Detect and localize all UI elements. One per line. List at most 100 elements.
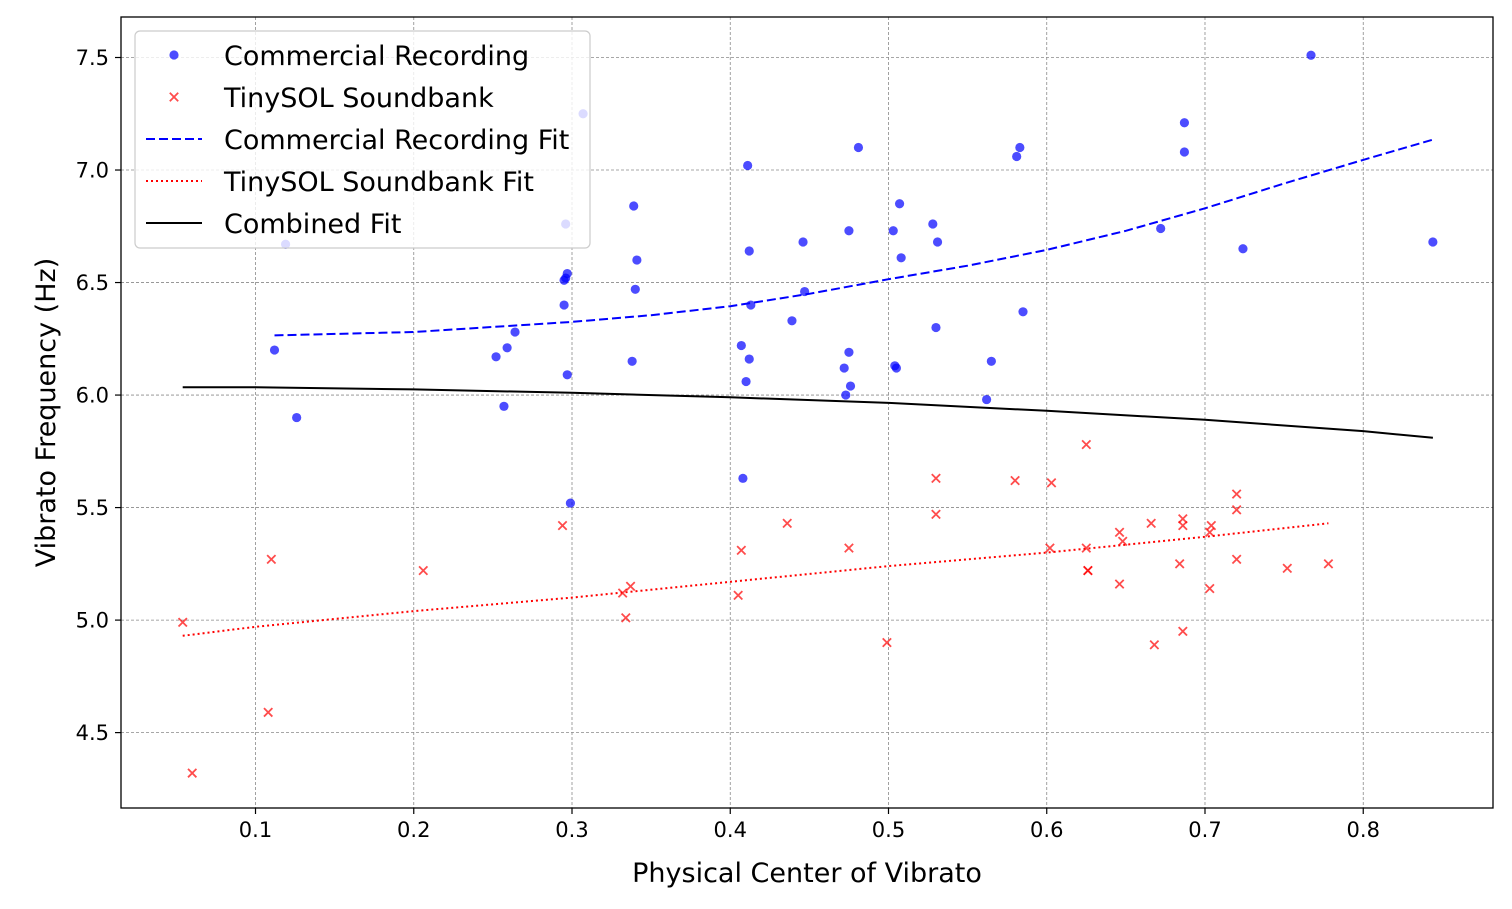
data-point-commercial bbox=[896, 253, 906, 263]
data-point-tinysol bbox=[1046, 477, 1057, 488]
data-point-tinysol bbox=[263, 707, 274, 718]
data-point-commercial bbox=[928, 219, 938, 229]
data-point-tinysol bbox=[1081, 543, 1092, 553]
data-point-commercial bbox=[562, 370, 572, 380]
y-tick-label: 5.0 bbox=[76, 609, 109, 633]
data-point-commercial bbox=[499, 401, 509, 411]
data-point-tinysol bbox=[187, 768, 198, 778]
legend-marker-commercial bbox=[169, 50, 179, 60]
data-point-commercial bbox=[562, 268, 572, 279]
data-point-commercial bbox=[630, 284, 640, 294]
data-point-commercial bbox=[844, 226, 854, 236]
data-point-commercial bbox=[986, 356, 996, 366]
data-point-tinysol bbox=[177, 617, 188, 628]
data-point-commercial bbox=[565, 498, 576, 508]
legend-label: Commercial Recording Fit bbox=[224, 125, 569, 156]
data-point-tinysol bbox=[733, 590, 743, 601]
data-point-commercial bbox=[744, 246, 754, 256]
data-point-tinysol bbox=[1282, 563, 1293, 574]
data-point-tinysol bbox=[1117, 536, 1128, 547]
legend-label: Commercial Recording bbox=[224, 41, 529, 72]
data-point-tinysol bbox=[736, 545, 747, 556]
y-tick-label: 5.5 bbox=[76, 496, 109, 520]
fit-line-tinysol-soundbank-fit bbox=[182, 522, 1329, 637]
x-axis-title: Physical Center of Vibrato bbox=[632, 858, 982, 889]
data-point-tinysol bbox=[1206, 520, 1217, 531]
data-point-tinysol bbox=[1081, 439, 1092, 450]
data-point-tinysol bbox=[1010, 475, 1020, 486]
data-point-commercial bbox=[894, 199, 905, 209]
data-point-commercial bbox=[744, 354, 754, 364]
data-point-commercial bbox=[1015, 142, 1025, 153]
data-point-commercial bbox=[1179, 147, 1190, 157]
data-point-tinysol bbox=[266, 554, 277, 565]
data-point-tinysol bbox=[931, 509, 941, 520]
data-point-tinysol bbox=[1083, 565, 1093, 576]
data-point-commercial bbox=[800, 286, 810, 297]
data-point-tinysol bbox=[620, 613, 631, 623]
data-point-tinysol bbox=[1149, 640, 1160, 650]
fit-line-commercial-recording-fit bbox=[274, 138, 1434, 337]
legend-marker-tinysol bbox=[169, 92, 179, 102]
data-point-tinysol bbox=[418, 565, 429, 576]
data-point-commercial bbox=[931, 322, 941, 333]
legend-box bbox=[134, 30, 591, 249]
data-point-tinysol bbox=[1114, 579, 1125, 589]
data-point-tinysol bbox=[782, 518, 793, 529]
y-tick-label: 6.5 bbox=[76, 271, 109, 295]
data-point-commercial bbox=[1018, 307, 1028, 317]
data-point-commercial bbox=[736, 340, 746, 351]
data-point-tinysol bbox=[931, 473, 941, 484]
legend-label: TinySOL Soundbank bbox=[223, 83, 494, 114]
data-point-tinysol bbox=[625, 581, 636, 592]
data-point-commercial bbox=[292, 412, 302, 423]
y-tick-label: 7.5 bbox=[76, 46, 109, 70]
data-point-commercial bbox=[502, 343, 512, 353]
data-point-commercial bbox=[743, 160, 753, 171]
data-point-commercial bbox=[1012, 151, 1022, 162]
data-point-tinysol bbox=[1204, 583, 1215, 594]
x-tick-label: 0.8 bbox=[1347, 818, 1380, 842]
data-point-commercial bbox=[741, 376, 751, 387]
legend-label: Combined Fit bbox=[224, 209, 401, 240]
plot-area-frame bbox=[120, 16, 1494, 809]
data-point-tinysol bbox=[1045, 543, 1055, 553]
data-point-commercial bbox=[627, 356, 637, 366]
data-point-tinysol bbox=[1231, 504, 1242, 515]
x-tick-label: 0.4 bbox=[714, 818, 747, 842]
y-tick-label: 4.5 bbox=[76, 721, 109, 745]
data-point-commercial bbox=[982, 394, 992, 405]
data-point-commercial bbox=[632, 255, 642, 265]
y-tick-label: 6.0 bbox=[76, 384, 109, 408]
data-point-tinysol bbox=[882, 637, 892, 648]
data-point-commercial bbox=[844, 347, 854, 357]
data-point-commercial bbox=[932, 237, 943, 247]
x-tick-label: 0.7 bbox=[1188, 818, 1221, 842]
data-point-tinysol bbox=[1114, 527, 1125, 538]
x-tick-label: 0.1 bbox=[239, 818, 272, 842]
data-point-commercial bbox=[787, 316, 797, 326]
data-point-commercial bbox=[798, 237, 808, 247]
x-tick-label: 0.3 bbox=[555, 818, 588, 842]
data-point-tinysol bbox=[617, 588, 628, 598]
plot-series bbox=[177, 50, 1438, 778]
data-point-tinysol bbox=[1146, 518, 1157, 529]
data-point-commercial bbox=[891, 363, 902, 373]
data-point-commercial bbox=[841, 390, 851, 400]
data-point-commercial bbox=[1238, 244, 1248, 254]
y-axis-title: Vibrato Frequency (Hz) bbox=[31, 258, 62, 567]
x-tick-label: 0.2 bbox=[397, 818, 430, 842]
data-point-commercial bbox=[510, 327, 520, 337]
x-tick-label: 0.5 bbox=[872, 818, 905, 842]
data-point-commercial bbox=[269, 345, 280, 355]
x-tick-label: 0.6 bbox=[1030, 818, 1063, 842]
data-point-commercial bbox=[1156, 223, 1166, 234]
fit-line-combined-fit bbox=[182, 386, 1433, 439]
data-point-commercial bbox=[1428, 237, 1438, 247]
data-point-tinysol bbox=[1323, 558, 1334, 569]
data-point-commercial bbox=[559, 300, 569, 310]
legend: Commercial Recording TinySOL Soundbank Com… bbox=[134, 30, 591, 249]
data-point-tinysol bbox=[1231, 489, 1242, 499]
data-point-commercial bbox=[1306, 50, 1316, 60]
